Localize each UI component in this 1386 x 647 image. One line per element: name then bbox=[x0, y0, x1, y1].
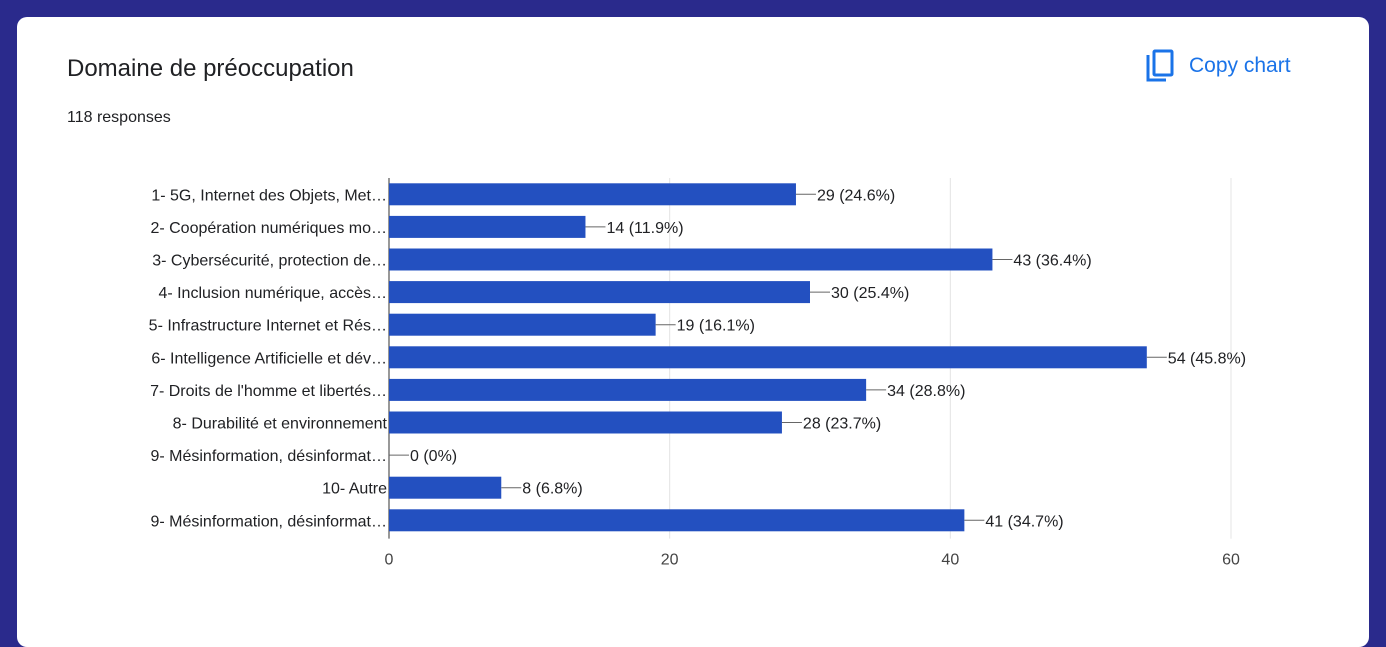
value-label: 19 (16.1%) bbox=[677, 318, 755, 335]
bar-chart: 0 20 40 60 1- 5G, Internet des Objets, Met… 2… bbox=[149, 178, 1246, 569]
x-tick-label: 40 bbox=[941, 552, 959, 569]
copy-chart-label: Copy chart bbox=[1189, 54, 1291, 77]
x-tick-label: 0 bbox=[385, 552, 394, 569]
value-label: 8 (6.8%) bbox=[522, 481, 582, 498]
bar bbox=[389, 248, 993, 271]
category-label: 1- 5G, Internet des Objets, Met… bbox=[151, 187, 387, 204]
bar bbox=[389, 215, 586, 238]
value-label: 43 (36.4%) bbox=[1013, 253, 1091, 270]
category-label: 3- Cybersécurité, protection de… bbox=[152, 253, 387, 270]
bar bbox=[389, 183, 796, 206]
x-tick-label: 60 bbox=[1222, 552, 1240, 569]
bar bbox=[389, 509, 965, 532]
category-label: 9- Mésinformation, désinformat… bbox=[150, 513, 387, 530]
x-tick-label: 20 bbox=[661, 552, 679, 569]
response-count: 118 responses bbox=[67, 109, 171, 126]
bar bbox=[389, 411, 782, 434]
value-label: 0 (0%) bbox=[410, 448, 457, 465]
category-label: 2- Coopération numériques mo… bbox=[150, 220, 387, 237]
value-label: 41 (34.7%) bbox=[985, 513, 1063, 530]
category-label: 5- Infrastructure Internet et Rés… bbox=[149, 318, 387, 335]
value-label: 30 (25.4%) bbox=[831, 285, 909, 302]
category-label: 9- Mésinformation, désinformat… bbox=[150, 448, 387, 465]
copy-icon bbox=[1145, 49, 1175, 83]
category-label: 8- Durabilité et environnement bbox=[173, 416, 388, 433]
value-label: 54 (45.8%) bbox=[1168, 350, 1246, 367]
category-label: 10- Autre bbox=[322, 481, 387, 498]
bar bbox=[389, 346, 1147, 369]
value-label: 29 (24.6%) bbox=[817, 187, 895, 204]
bar bbox=[389, 378, 867, 401]
chart-title: Domaine de préoccupation bbox=[67, 55, 354, 82]
value-label: 14 (11.9%) bbox=[606, 220, 683, 237]
category-label: 7- Droits de l'homme et libertés… bbox=[150, 383, 387, 400]
category-label: 6- Intelligence Artificielle et dév… bbox=[151, 350, 387, 367]
copy-chart-button[interactable]: Copy chart bbox=[1145, 49, 1291, 83]
value-label: 34 (28.8%) bbox=[887, 383, 965, 400]
value-label: 28 (23.7%) bbox=[803, 416, 881, 433]
chart-card: Domaine de préoccupation 118 responses C… bbox=[17, 17, 1369, 647]
category-label: 4- Inclusion numérique, accès… bbox=[158, 285, 387, 302]
bar bbox=[389, 281, 810, 304]
bar bbox=[389, 313, 656, 336]
bar bbox=[389, 476, 502, 499]
